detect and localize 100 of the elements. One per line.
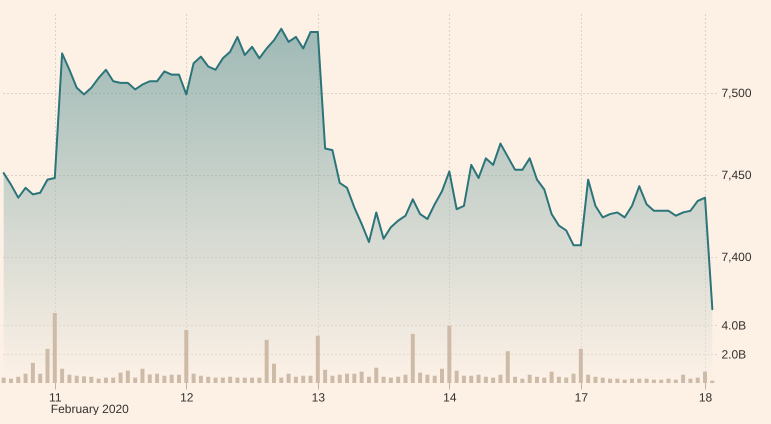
- bar: [264, 340, 269, 383]
- bar: [360, 372, 364, 383]
- x-tick-label: 17: [574, 390, 588, 404]
- bar: [206, 376, 210, 383]
- bar: [8, 378, 13, 383]
- bar: [681, 374, 686, 383]
- bar: [330, 376, 334, 383]
- y2-tick-label: 4.0B: [722, 318, 746, 332]
- bar: [96, 378, 101, 383]
- bar: [644, 378, 649, 383]
- y2-tick-label: 2.0B: [722, 347, 746, 362]
- bar: [89, 376, 94, 383]
- bar: [615, 378, 620, 383]
- bar: [67, 374, 72, 383]
- bar: [410, 334, 415, 383]
- y-tick-label: 7,500: [722, 86, 752, 100]
- bar: [476, 374, 481, 383]
- bar: [316, 336, 320, 383]
- bar: [652, 380, 656, 383]
- x-tick-label: 12: [180, 390, 194, 404]
- bar: [637, 378, 642, 383]
- bar: [74, 376, 79, 383]
- bar: [38, 374, 42, 383]
- bar: [528, 374, 532, 383]
- bar: [688, 378, 692, 383]
- bar: [498, 374, 502, 383]
- bar: [2, 378, 6, 383]
- bar: [323, 370, 328, 383]
- bar: [564, 378, 568, 383]
- bar: [586, 374, 590, 383]
- bar: [250, 378, 254, 383]
- y-tick-label: 7,400: [722, 250, 752, 264]
- bar: [338, 374, 342, 383]
- bar: [155, 374, 160, 383]
- bar: [228, 376, 232, 383]
- bar: [214, 378, 218, 383]
- bar: [630, 378, 634, 383]
- bar: [659, 380, 664, 383]
- bar: [16, 376, 20, 383]
- bar: [111, 378, 116, 383]
- bar: [454, 370, 459, 383]
- bar: [301, 376, 306, 383]
- x-tick-label: 18: [698, 390, 713, 404]
- bar: [170, 374, 174, 383]
- bar: [696, 378, 700, 383]
- bar: [513, 376, 518, 383]
- bar: [345, 374, 350, 383]
- bar: [118, 372, 123, 383]
- bar: [469, 376, 474, 383]
- bar: [600, 378, 605, 383]
- bar: [593, 376, 598, 383]
- bar: [703, 372, 708, 383]
- x-tick-label: 14: [443, 390, 457, 404]
- bar: [242, 378, 247, 383]
- bar: [432, 376, 437, 383]
- bar: [382, 376, 386, 383]
- bar: [578, 348, 583, 383]
- bar: [396, 376, 400, 383]
- bar: [30, 362, 35, 383]
- bar: [572, 374, 576, 383]
- bar: [198, 376, 203, 383]
- bar: [82, 376, 86, 383]
- bar: [235, 378, 240, 383]
- bar: [506, 351, 510, 383]
- bar: [162, 376, 166, 383]
- bar: [126, 370, 130, 383]
- bar: [462, 376, 466, 383]
- bar: [542, 378, 546, 383]
- bar: [45, 348, 50, 383]
- bar: [60, 368, 64, 383]
- bar: [520, 378, 524, 383]
- bar: [622, 380, 627, 383]
- bar: [294, 376, 298, 383]
- bar: [418, 372, 422, 383]
- bar: [177, 374, 181, 383]
- y-tick-label: 7,450: [722, 168, 752, 182]
- bar: [257, 378, 262, 383]
- bar: [666, 378, 671, 383]
- bar: [550, 372, 554, 383]
- bar: [104, 378, 108, 383]
- bar: [388, 378, 393, 383]
- bar: [556, 376, 561, 383]
- bar: [52, 312, 57, 383]
- bar: [674, 380, 678, 383]
- x-tick-label: 13: [312, 390, 326, 404]
- bar: [352, 374, 356, 383]
- bar: [272, 364, 276, 383]
- bar: [184, 330, 188, 383]
- bar: [425, 374, 430, 383]
- bar: [535, 376, 539, 383]
- bar: [484, 376, 488, 383]
- bar: [148, 374, 152, 383]
- bar: [403, 374, 408, 383]
- bar: [220, 378, 225, 383]
- bar: [366, 376, 371, 383]
- bar: [133, 378, 138, 383]
- bar: [608, 378, 612, 383]
- x-tick-label: 11: [49, 390, 62, 404]
- bar: [447, 326, 452, 383]
- bar: [140, 368, 144, 383]
